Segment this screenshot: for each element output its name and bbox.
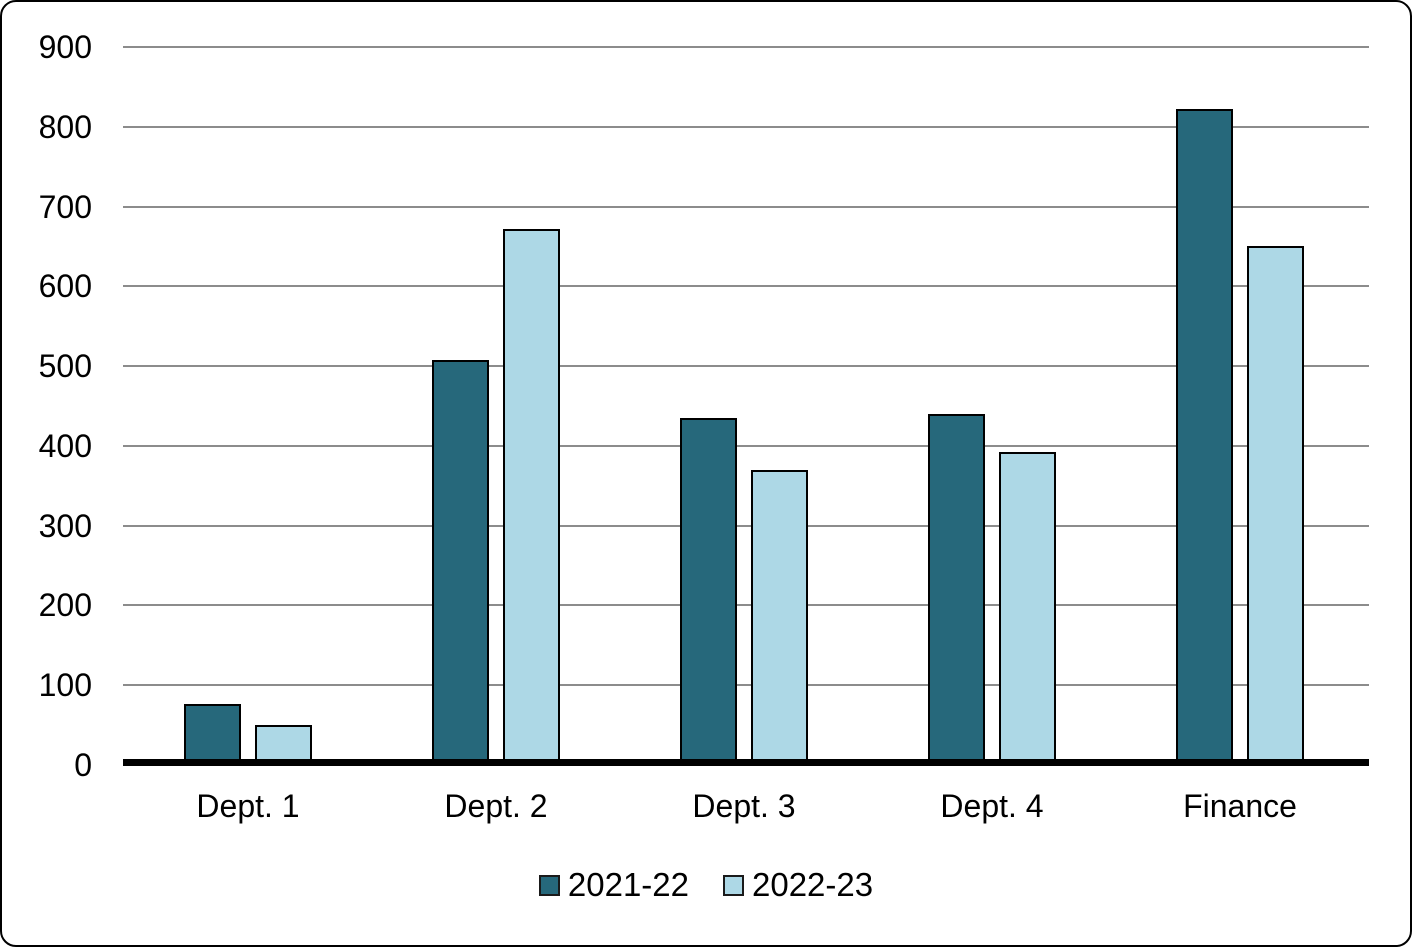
bar-2022-23-finance xyxy=(1247,246,1304,765)
x-axis-category-label: Finance xyxy=(1183,788,1297,824)
legend-item-2022-23: 2022-23 xyxy=(723,866,873,904)
gridline xyxy=(123,684,1369,687)
bar-2022-23-dept-4 xyxy=(999,452,1056,765)
gridline xyxy=(123,365,1369,368)
bar-2022-23-dept-3 xyxy=(751,469,808,765)
gridline xyxy=(123,125,1369,128)
bar-2021-22-dept-1 xyxy=(184,703,241,765)
x-axis-category-label: Dept. 1 xyxy=(196,788,300,824)
y-axis-tick-label: 200 xyxy=(38,587,92,624)
legend-item-2021-22: 2021-22 xyxy=(538,866,689,904)
x-axis-line xyxy=(123,759,1369,766)
bar-2021-22-dept-2 xyxy=(432,359,489,765)
legend-label: 2022-23 xyxy=(752,866,874,903)
y-axis-tick-label: 400 xyxy=(38,427,92,464)
y-axis-tick-label: 300 xyxy=(38,507,92,544)
x-axis-category-label: Dept. 3 xyxy=(692,788,796,824)
bar-2022-23-dept-2 xyxy=(503,228,560,765)
bar-2021-22-dept-3 xyxy=(680,417,737,765)
gridline xyxy=(123,285,1369,288)
x-axis-category-label: Dept. 2 xyxy=(444,788,548,824)
gridline xyxy=(123,524,1369,527)
y-axis-tick-label: 700 xyxy=(38,188,92,225)
x-axis-category-label: Dept. 4 xyxy=(940,788,1044,824)
y-axis-tick-label: 0 xyxy=(74,747,92,783)
gridline xyxy=(123,604,1369,607)
legend: 2021-22 2022-23 xyxy=(2,866,1410,904)
y-axis-tick-label: 500 xyxy=(38,348,92,385)
legend-swatch-icon xyxy=(538,874,560,896)
bar-2021-22-dept-4 xyxy=(928,413,985,765)
y-axis-tick-label: 800 xyxy=(38,108,92,145)
gridline xyxy=(123,444,1369,447)
y-axis-tick-label: 900 xyxy=(38,29,92,65)
gridline xyxy=(123,205,1369,208)
bar-2021-22-finance xyxy=(1176,109,1233,765)
y-axis-tick-label: 100 xyxy=(38,667,92,704)
legend-label: 2021-22 xyxy=(567,866,689,903)
legend-swatch-icon xyxy=(723,874,744,896)
y-axis-tick-label: 600 xyxy=(38,268,92,305)
gridline xyxy=(123,46,1369,48)
